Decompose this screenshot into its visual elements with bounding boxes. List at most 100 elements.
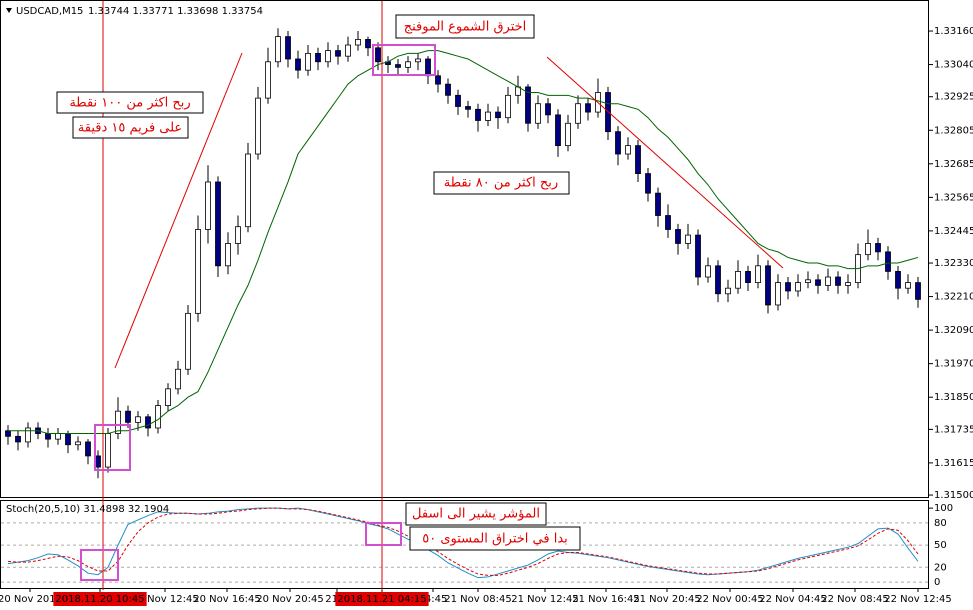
y-tick-label: 1.32330 [934,258,973,269]
candle-body [365,39,371,49]
x-label-highlight [335,592,429,606]
candle-body [55,433,61,440]
candle-body [455,94,461,107]
y-tick-label: 1.33040 [934,60,973,71]
candle-body [485,111,491,121]
note-box [72,116,189,139]
y-tick-label: 80 [934,518,947,529]
candle-body [475,108,481,121]
candle-body [635,145,641,174]
candle-body [295,58,301,71]
trend-line [546,56,784,269]
y-tick-label: 1.32445 [934,226,973,237]
candle-body [915,282,921,300]
candle-body [325,50,331,63]
ohlc: 1.33744 1.33771 1.33698 1.33754 [88,6,263,17]
candle-body [285,36,291,60]
candle-body [75,441,81,446]
annotation: على فريم ١٥ دقيقة [78,121,182,136]
candle-body [235,226,241,244]
y-tick-label: 50 [934,540,947,551]
candle-body [565,122,571,147]
y-tick-label: 1.31615 [934,458,973,469]
candle-body [85,441,91,457]
stoch-line [7,507,919,576]
candle-body [375,47,381,63]
candle-body [555,114,561,147]
candle-body [435,75,441,85]
candle-body [815,279,821,286]
x-tick-label: 22 Nov 00:45 [696,594,763,605]
candle-body [735,271,741,289]
candle-body [805,279,811,284]
annotation: ربح اكثر من ١٠٠ نقطة [69,96,190,111]
candle-body [525,86,531,124]
candle-body [405,61,411,68]
x-tick-label: 22 Nov 12:45 [884,594,951,605]
candle-body [725,287,731,295]
candle-body [165,388,171,406]
candle-body [95,455,101,468]
candle-body [715,265,721,295]
candle-body [445,83,451,96]
candle-body [795,282,801,292]
candle-body [65,433,71,446]
stoch-line [7,507,919,579]
candle-body [825,276,831,286]
candle-body [705,265,711,278]
candle-body [505,94,511,119]
candle-body [305,52,311,71]
y-tick-label: 100 [934,503,953,514]
y-tick-label: 1.31735 [934,424,973,435]
x-tick-label: 20 Nov 12:45 [131,594,198,605]
candle-body [545,103,551,116]
y-tick-label: 1.32090 [934,325,973,336]
x-label-highlight [53,592,147,606]
candle-body [745,271,751,284]
candle-body [695,234,701,278]
x-tick-label: 21 Nov 12:45 [511,594,578,605]
symbol: USDCAD,M15 [16,6,83,17]
candle-body [615,131,621,155]
candle-body [645,173,651,194]
highlight-box [365,522,402,546]
y-tick-label: 1.32565 [934,192,973,203]
highlight-box [94,424,131,471]
candle-body [15,435,21,443]
annotation: اخترق الشموع الموفنج [404,20,527,35]
candle-body [25,427,31,443]
candle-body [135,416,141,423]
moving-average [8,50,919,435]
candle-body [665,215,671,230]
candle-body [395,64,401,68]
x-tick-label: 04:45 [419,594,448,605]
note-box [433,171,570,195]
annotation: ربح اكثر من ٨٠ نقطة [444,176,558,191]
candle-body [835,276,841,286]
candle-body [885,251,891,272]
y-tick-label: 20 [934,562,947,573]
candle-body [895,271,901,289]
y-tick-label: 1.31850 [934,392,973,403]
candle-body [335,50,341,57]
candle-body [415,58,421,63]
candle-body [685,234,691,244]
candle-body [355,39,361,46]
annotation: المؤشر يشير الى اسفل [412,507,540,522]
x-tick-label: 20 Nov 16:45 [193,594,260,605]
y-tick-label: 1.31970 [934,359,973,370]
y-tick-label: 1.32925 [934,92,973,103]
candle-body [535,103,541,124]
x-tick-label: 22 Nov 08:45 [821,594,888,605]
x-tick-label: 22 Nov 04:45 [759,594,826,605]
candle-body [775,282,781,306]
candle-body [655,192,661,216]
highlight-box [80,549,119,581]
main-panel-frame [0,0,929,498]
candle-body [245,153,251,228]
candle-body [185,312,191,370]
menu-arrow [6,8,12,13]
note-box [395,14,535,39]
candle-body [125,410,131,423]
